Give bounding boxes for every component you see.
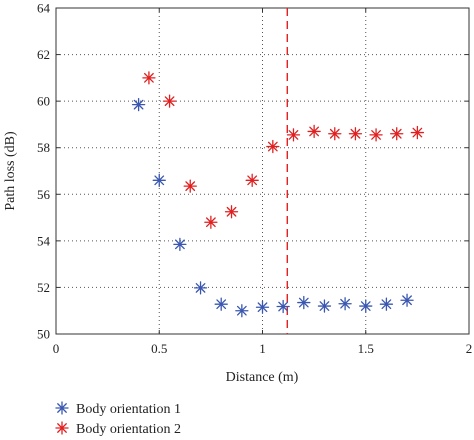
marker-stroke [278, 301, 289, 312]
marker-stroke [205, 217, 216, 228]
legend-asterisk-2 [55, 421, 69, 435]
legend: Body orientation 1 Body orientation 2 [55, 401, 181, 437]
x-axis-label: Distance (m) [226, 370, 299, 385]
legend-marker-body-orientation-2 [55, 421, 69, 435]
marker-stroke [133, 99, 144, 110]
marker-stroke [391, 128, 402, 139]
legend-item-body-orientation-1: Body orientation 1 [55, 401, 181, 417]
data-point-series-1 [317, 299, 332, 313]
marker-stroke [371, 130, 381, 140]
y-tick-label: 54 [37, 233, 51, 248]
marker-stroke [154, 175, 165, 186]
marker-stroke [185, 181, 196, 192]
legend-label-body-orientation-2: Body orientation 2 [76, 422, 181, 437]
data-point-series-1 [297, 295, 311, 310]
data-point-series-2 [142, 71, 156, 85]
marker-stroke [236, 305, 247, 316]
data-point-series-2 [307, 124, 321, 139]
legend-item-body-orientation-2: Body orientation 2 [55, 421, 181, 437]
x-tick-label: 1.5 [358, 341, 374, 356]
data-point-series-2 [162, 94, 177, 108]
legend-marker-body-orientation-1 [55, 401, 69, 415]
marker-stroke [267, 141, 278, 152]
marker-stroke [309, 126, 320, 137]
marker-stroke [57, 423, 67, 433]
marker-stroke [319, 301, 330, 311]
marker-stroke [247, 175, 258, 186]
data-point-series-1 [235, 304, 249, 318]
marker-stroke [164, 96, 175, 107]
data-point-series-1 [173, 237, 187, 252]
data-point-series-2 [266, 139, 280, 154]
marker-stroke [144, 72, 154, 83]
data-point-series-1 [214, 297, 228, 311]
x-tick-label: 0 [53, 341, 60, 356]
y-tick-label: 52 [37, 280, 50, 295]
marker-stroke [288, 130, 299, 140]
data-point-series-2 [286, 128, 301, 142]
marker-stroke [329, 128, 340, 139]
data-point-series-2 [183, 179, 197, 193]
data-point-series-1 [193, 281, 208, 295]
marker-stroke [381, 299, 392, 310]
x-tick-label: 1 [259, 341, 266, 356]
data-markers [131, 71, 425, 318]
marker-stroke [175, 239, 185, 250]
data-point-series-1 [255, 300, 270, 314]
y-tick-label: 62 [37, 47, 50, 62]
data-point-series-2 [328, 127, 342, 141]
axis-ticks: 0 0.5 1 1.5 2 50 52 54 56 58 60 62 64 [37, 1, 472, 357]
data-point-series-2 [245, 173, 259, 187]
data-point-series-1 [152, 173, 166, 187]
marker-stroke [360, 301, 371, 311]
data-point-series-2 [390, 127, 404, 141]
legend-label-body-orientation-1: Body orientation 1 [76, 402, 181, 417]
data-point-series-2 [410, 125, 425, 140]
data-point-series-1 [359, 299, 373, 313]
data-point-series-2 [348, 127, 363, 141]
marker-stroke [350, 128, 361, 139]
y-tick-label: 56 [37, 187, 51, 202]
plot-area: 0 0.5 1 1.5 2 50 52 54 56 58 60 62 64 [37, 1, 472, 357]
marker-stroke [195, 283, 206, 293]
data-point-series-2 [369, 128, 383, 142]
y-axis-label: Path loss (dB) [3, 131, 18, 211]
legend-asterisk-1 [55, 401, 69, 415]
marker-stroke [257, 302, 268, 313]
marker-stroke [412, 127, 423, 138]
grid [56, 8, 469, 334]
marker-stroke [298, 297, 309, 308]
data-point-series-1 [379, 297, 394, 311]
marker-stroke [226, 206, 237, 217]
marker-stroke [57, 403, 67, 413]
data-point-series-1 [400, 293, 414, 307]
data-point-series-2 [224, 205, 239, 219]
data-point-series-1 [131, 97, 146, 112]
y-tick-label: 58 [37, 140, 50, 155]
x-tick-label: 0.5 [151, 341, 167, 356]
y-tick-label: 64 [37, 1, 51, 16]
data-point-series-2 [204, 215, 218, 229]
marker-stroke [216, 299, 227, 310]
data-point-series-1 [338, 297, 352, 311]
y-tick-label: 50 [37, 327, 50, 342]
marker-stroke [340, 298, 350, 309]
x-tick-label: 2 [466, 341, 473, 356]
data-point-series-1 [276, 299, 290, 314]
y-tick-label: 60 [37, 94, 50, 109]
marker-stroke [402, 295, 412, 306]
